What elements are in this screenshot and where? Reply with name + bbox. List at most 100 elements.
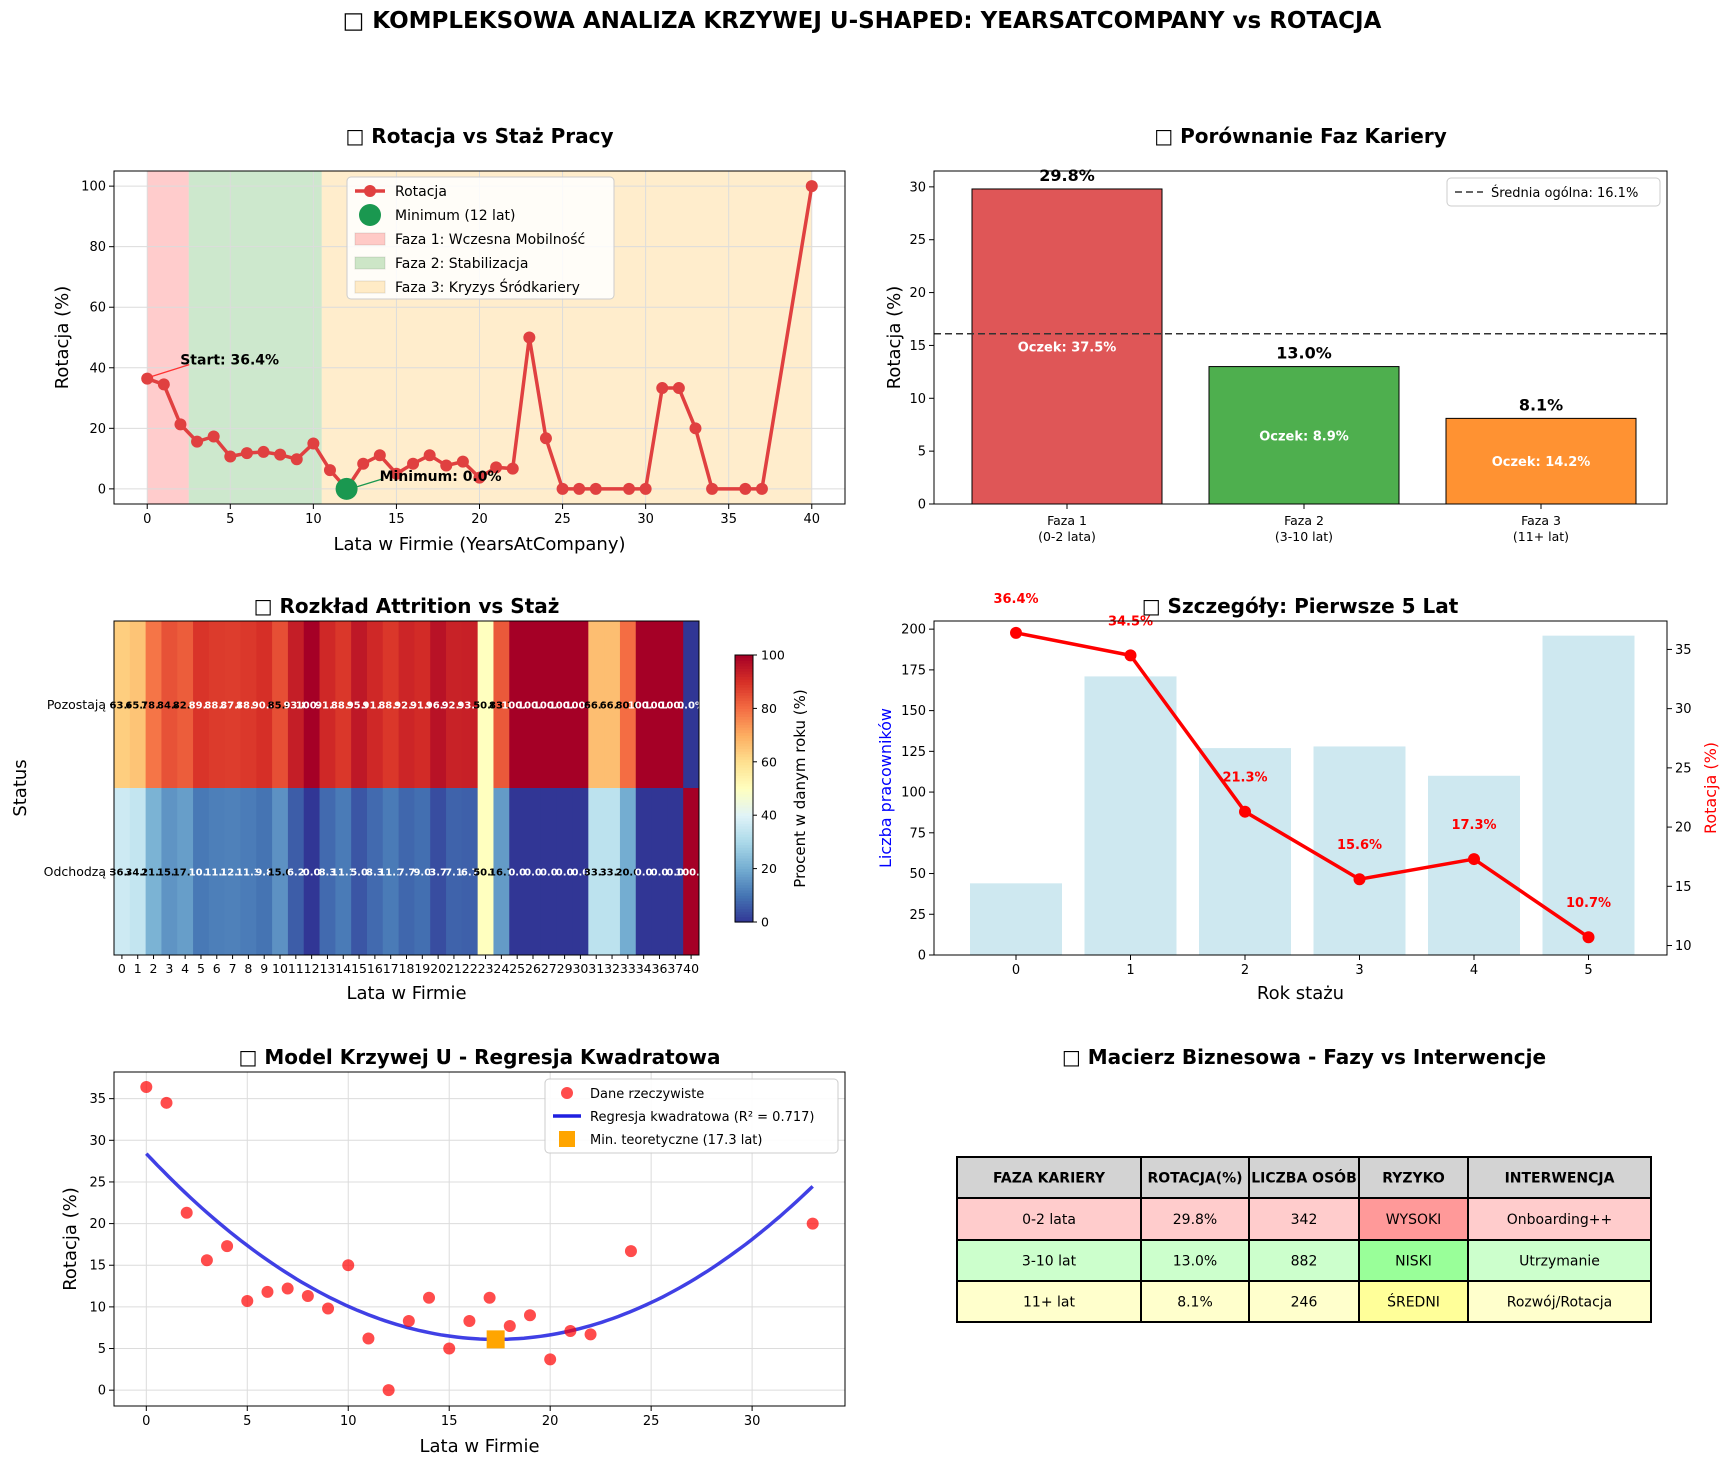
data-point bbox=[564, 1325, 577, 1338]
p4-right-ytick-label: 20 bbox=[1675, 821, 1692, 836]
p4-right-ytick-label: 10 bbox=[1675, 939, 1692, 954]
table-title: □ Macierz Biznesowa - Fazy vs Interwencj… bbox=[1062, 1045, 1546, 1069]
p3-xtick-label: 11 bbox=[288, 961, 304, 976]
table-cell-value: 11+ lat bbox=[1023, 1295, 1075, 1311]
heatmap-cell-label: 0.0 bbox=[572, 868, 590, 879]
minimum-marker bbox=[335, 477, 358, 500]
heatmap-cell-label: 100.0 bbox=[549, 701, 581, 712]
bar-category-sublabel: (3-10 lat) bbox=[1275, 529, 1333, 544]
data-point bbox=[544, 1353, 557, 1366]
heatmap-cell bbox=[446, 621, 463, 789]
p3-xtick-label: 33 bbox=[620, 961, 636, 976]
colorbar-step bbox=[735, 780, 753, 784]
heatmap-cell bbox=[145, 788, 162, 956]
p2-ytick-label: 25 bbox=[909, 233, 926, 248]
table-cell bbox=[1467, 1197, 1652, 1241]
colorbar-step bbox=[735, 751, 753, 755]
rotation-point bbox=[157, 378, 170, 391]
p4-right-ytick-label: 25 bbox=[1675, 761, 1692, 776]
rotation-point bbox=[539, 432, 552, 445]
colorbar-step bbox=[735, 679, 753, 683]
rotation-point bbox=[739, 482, 752, 495]
legend-point-swatch bbox=[561, 1087, 573, 1099]
p5-ytick-label: 20 bbox=[89, 1217, 106, 1232]
colorbar-step bbox=[735, 889, 753, 894]
p3-xtick-label: 21 bbox=[446, 961, 462, 976]
career-phase-comparison-panel: 29.8% Oczek: 37.5% Faza 1(0-2 lata) 13.0% Oc… bbox=[884, 124, 1668, 544]
minimum-annotation: Minimum: 0.0% bbox=[380, 469, 502, 485]
p4-xtick-label: 2 bbox=[1241, 963, 1249, 978]
heatmap-cell-label: 34.5 bbox=[125, 868, 150, 879]
p4-ytick-label: 200 bbox=[901, 623, 926, 638]
colorbar-step bbox=[735, 743, 753, 747]
p3-ytick-label: Odchodzą bbox=[44, 864, 107, 879]
heatmap-cell-label: 100.0 bbox=[296, 701, 328, 712]
heatmap-cell bbox=[525, 621, 542, 789]
quadratic-fit-curve bbox=[145, 1152, 814, 1342]
table-cell bbox=[1358, 1239, 1469, 1282]
bar-value-label: 13.0% bbox=[1276, 344, 1332, 363]
colorbar-step bbox=[735, 796, 753, 800]
heatmap-cell-label: 96.3 bbox=[426, 701, 451, 712]
rotation-point bbox=[1124, 649, 1137, 662]
heatmap-cell-label: 0.0 bbox=[666, 868, 684, 879]
heatmap-cell bbox=[161, 621, 178, 789]
p2-ytick-label: 0 bbox=[918, 498, 926, 513]
heatmap-cell bbox=[398, 621, 415, 789]
heatmap-cell bbox=[525, 788, 542, 956]
heatmap-cell bbox=[114, 621, 131, 789]
legend-line-marker bbox=[364, 185, 376, 197]
rotation-line bbox=[1015, 631, 1590, 939]
table-cell bbox=[956, 1280, 1142, 1323]
p1-xtick-label: 5 bbox=[226, 512, 234, 527]
p1-ytick-label: 60 bbox=[89, 301, 106, 316]
colorbar-tick-label: 60 bbox=[761, 754, 777, 769]
phase-bar bbox=[971, 188, 1163, 505]
colorbar-step bbox=[735, 708, 753, 712]
legend-label: Minimum (12 lat) bbox=[395, 208, 515, 224]
data-point bbox=[443, 1342, 456, 1355]
heatmap-cell bbox=[351, 788, 368, 956]
heatmap-cell-label: 0.0 bbox=[524, 868, 542, 879]
legend-label: Faza 1: Wczesna Mobilność bbox=[395, 232, 585, 248]
p4-xtick-label: 0 bbox=[1012, 963, 1020, 978]
table-cell-value: 13.0% bbox=[1173, 1254, 1217, 1270]
p2-title: □ Porównanie Faz Kariery bbox=[1154, 124, 1446, 148]
heatmap-cell bbox=[208, 788, 226, 956]
p2-ytick-label: 5 bbox=[918, 445, 926, 460]
colorbar-step bbox=[735, 716, 753, 720]
p3-xtick-label: 0 bbox=[118, 961, 126, 976]
heatmap-cell bbox=[651, 788, 668, 956]
heatmap-cell bbox=[540, 788, 558, 956]
heatmap-cell-label: 89.3 bbox=[189, 701, 214, 712]
table-cell bbox=[1140, 1197, 1250, 1241]
heatmap-cell bbox=[430, 621, 447, 789]
heatmap-cell-label: 50.0 bbox=[473, 701, 498, 712]
heatmap-cell-label: 7.7 bbox=[398, 868, 416, 879]
heatmap-cell-label: 66.7 bbox=[600, 701, 625, 712]
heatmap-cell-label: 91.0 bbox=[410, 701, 435, 712]
p5-ytick-label: 10 bbox=[89, 1300, 106, 1315]
p3-xtick-label: 16 bbox=[367, 961, 383, 976]
p3-ytick-label: Pozostają bbox=[47, 697, 106, 712]
heatmap-cell bbox=[114, 788, 131, 956]
p5-xtick-label: 10 bbox=[340, 1414, 357, 1429]
heatmap-cell-label: 87.8 bbox=[220, 701, 245, 712]
p2-ytick-label: 15 bbox=[909, 339, 926, 354]
minimum-arrow bbox=[356, 478, 383, 488]
colorbar-step bbox=[735, 793, 753, 798]
heatmap-cell bbox=[161, 788, 178, 956]
heatmap-cell bbox=[145, 621, 162, 789]
heatmap-cell bbox=[572, 788, 589, 956]
colorbar-step bbox=[735, 689, 753, 693]
colorbar-step bbox=[735, 857, 753, 862]
colorbar-step bbox=[735, 879, 753, 883]
table-cell bbox=[1358, 1280, 1469, 1323]
colorbar-step bbox=[735, 676, 753, 680]
data-point bbox=[200, 1254, 213, 1267]
p2-ytick-label: 20 bbox=[909, 286, 926, 301]
first-five-years-panel: 0 1 2 3 4 5 36.4% 34.5% 21.3% 15.6% 17.3% 10.7% 0 25 5… bbox=[876, 592, 1720, 1004]
rotation-point bbox=[373, 449, 386, 462]
table-header-cell bbox=[1358, 1156, 1469, 1199]
p4-ytick-label: 100 bbox=[901, 786, 926, 801]
